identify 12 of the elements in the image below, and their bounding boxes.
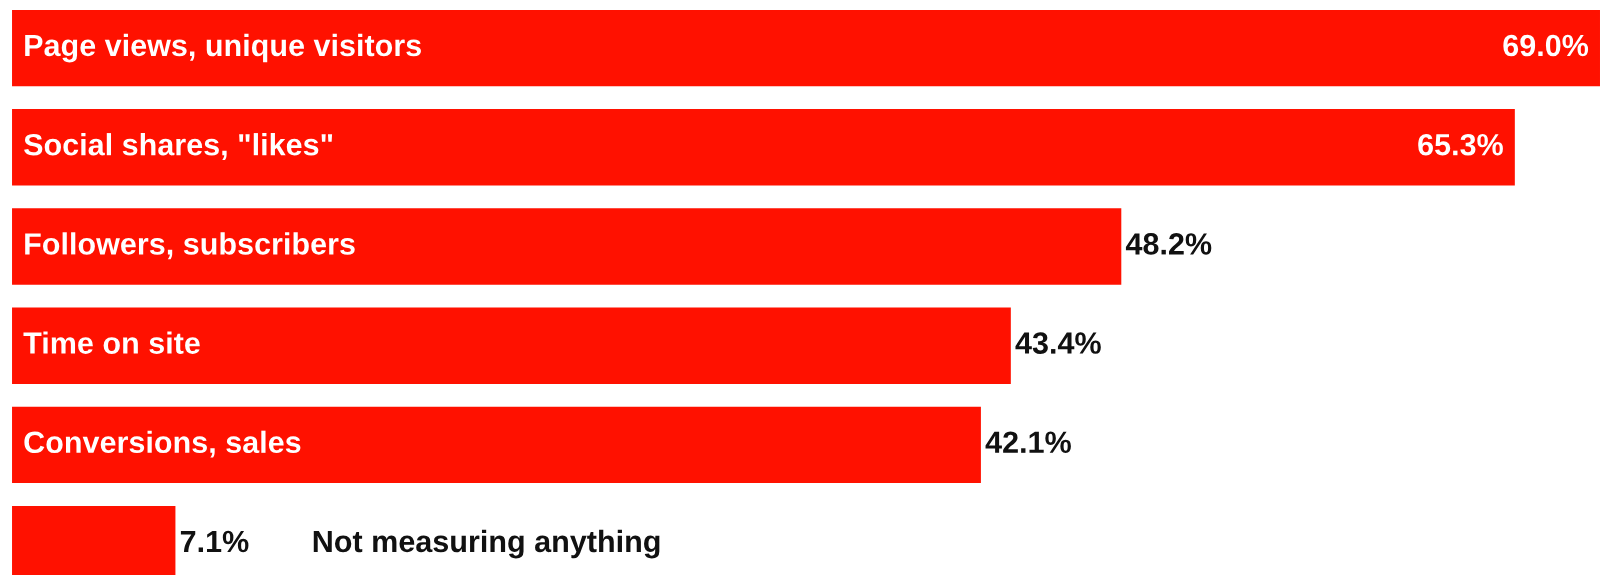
y-tick-label: Conversions, sales (24, 430, 301, 458)
y-tick-label: Social shares, "likes" (24, 133, 333, 160)
data-label: 69.0% (1503, 34, 1589, 57)
data-label: 42.1% (985, 431, 1071, 454)
y-tick-label: Not measuring anything (313, 529, 660, 559)
data-label: 48.2% (1125, 233, 1212, 255)
data-label: 7.1% (180, 530, 249, 553)
y-tick-label: Time on site (23, 331, 200, 354)
y-tick-label: Followers, subscribers (25, 232, 355, 260)
y-tick-label: Page views, unique visitors (25, 33, 421, 63)
data-label: 43.4% (1015, 332, 1101, 354)
data-label: 65.3% (1418, 133, 1503, 156)
